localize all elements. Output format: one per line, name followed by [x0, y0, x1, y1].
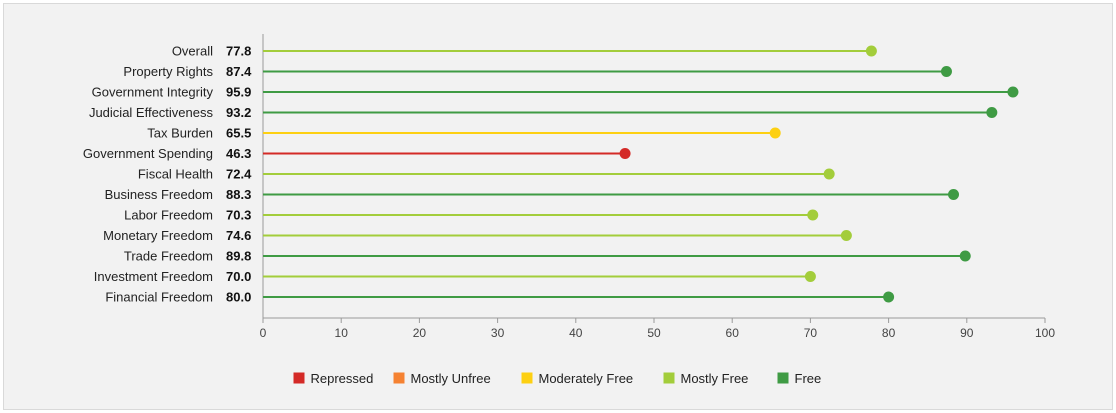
x-tick-label: 60: [726, 326, 740, 340]
x-axis-ticks: 0 10 20 30 40 50 60 70 80 90 100: [260, 318, 1055, 340]
value-label: 65.5: [226, 126, 251, 141]
category-label: Tax Burden: [147, 126, 213, 141]
value-label: 70.0: [226, 269, 251, 284]
category-label: Business Freedom: [105, 187, 213, 202]
x-tick-label: 80: [882, 326, 896, 340]
value-label: 80.0: [226, 290, 251, 305]
legend-swatch: [293, 372, 305, 384]
x-tick-label: 0: [260, 326, 267, 340]
lollipop-dot: [865, 45, 877, 57]
legend-label: Mostly Unfree: [411, 371, 491, 386]
x-tick-label: 20: [413, 326, 427, 340]
legend-swatch: [663, 372, 675, 384]
value-label: 95.9: [226, 85, 251, 100]
x-tick-label: 90: [960, 326, 974, 340]
legend: Repressed Mostly Unfree Moderately Free Mos…: [293, 371, 822, 386]
category-label: Monetary Freedom: [103, 228, 213, 243]
category-label: Investment Freedom: [94, 269, 213, 284]
lollipop-dot: [940, 66, 952, 77]
category-label: Labor Freedom: [124, 208, 213, 223]
lollipop-dot: [840, 230, 852, 241]
legend-swatch: [777, 372, 789, 384]
category-label: Fiscal Health: [138, 167, 213, 182]
value-label: 74.6: [226, 228, 251, 243]
lollipop-dot: [986, 107, 998, 118]
value-label: 93.2: [226, 105, 251, 120]
x-tick-label: 70: [804, 326, 818, 340]
lollipop-chart: Overall 77.8 Property Rights 87.4 Government…: [83, 34, 1055, 386]
x-tick-label: 40: [569, 326, 583, 340]
lollipop-dot: [769, 127, 781, 139]
lollipop-dot: [883, 291, 895, 303]
lollipop-dot: [807, 209, 819, 221]
value-label: 89.8: [226, 249, 251, 264]
lollipop-dot: [823, 168, 835, 180]
x-tick-label: 30: [491, 326, 505, 340]
x-tick-label: 10: [335, 326, 349, 340]
value-label: 88.3: [226, 187, 251, 202]
value-label: 77.8: [226, 44, 251, 59]
category-label: Financial Freedom: [105, 290, 213, 305]
value-label: 72.4: [226, 167, 252, 182]
legend-label: Repressed: [311, 371, 374, 386]
category-label: Trade Freedom: [124, 249, 213, 264]
lollipop-dot: [1007, 86, 1019, 98]
x-tick-label: 50: [647, 326, 661, 340]
legend-label: Moderately Free: [539, 371, 634, 386]
value-label: 46.3: [226, 146, 251, 161]
legend-label: Free: [795, 371, 822, 386]
lollipop-dot: [948, 189, 960, 200]
legend-swatch: [393, 372, 405, 384]
chart-panel: Overall 77.8 Property Rights 87.4 Government…: [3, 3, 1113, 410]
lollipop-dot: [619, 148, 631, 159]
chart-rows: Overall 77.8 Property Rights 87.4 Government…: [83, 44, 1019, 305]
category-label: Judicial Effectiveness: [89, 105, 214, 120]
category-label: Overall: [172, 44, 213, 59]
value-label: 87.4: [226, 64, 252, 79]
category-label: Property Rights: [123, 64, 213, 79]
lollipop-dot: [959, 250, 971, 262]
legend-swatch: [521, 372, 533, 384]
x-tick-label: 100: [1035, 326, 1055, 340]
category-label: Government Spending: [83, 146, 213, 161]
lollipop-dot: [804, 271, 816, 282]
legend-label: Mostly Free: [681, 371, 749, 386]
category-label: Government Integrity: [92, 85, 214, 100]
value-label: 70.3: [226, 208, 251, 223]
